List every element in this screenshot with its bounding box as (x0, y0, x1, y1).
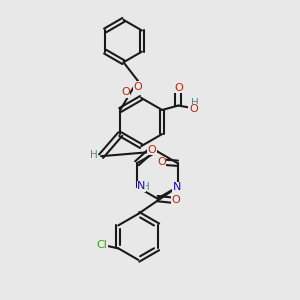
Text: H: H (142, 182, 150, 192)
Text: Cl: Cl (97, 240, 108, 250)
Text: O: O (147, 145, 156, 155)
Text: O: O (174, 83, 183, 93)
Text: O: O (189, 104, 198, 114)
Text: H: H (90, 150, 98, 160)
Text: O: O (157, 158, 166, 167)
Text: O: O (171, 195, 180, 205)
Text: O: O (121, 87, 130, 97)
Text: N: N (137, 181, 146, 191)
Text: N: N (173, 182, 182, 192)
Text: H: H (190, 98, 198, 109)
Text: O: O (133, 82, 142, 92)
